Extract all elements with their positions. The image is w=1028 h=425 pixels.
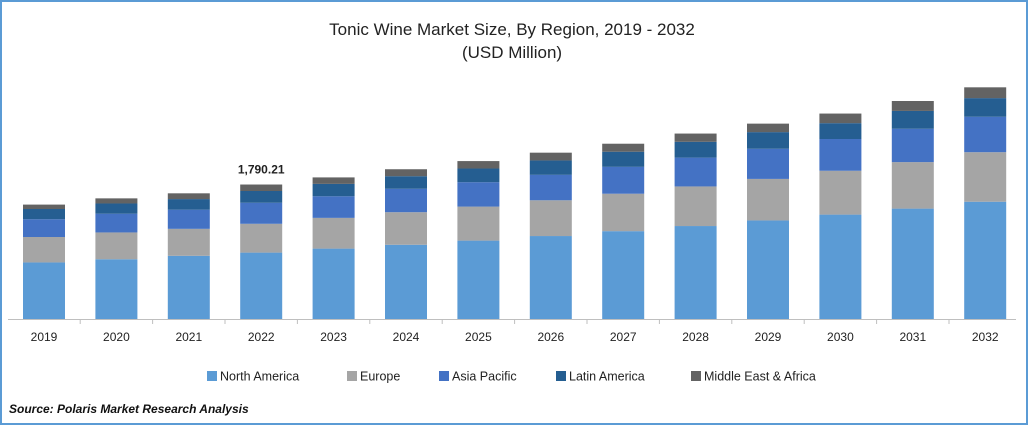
bar-segment-north-america-2024 <box>385 244 427 319</box>
bar-segment-europe-2028 <box>674 186 717 227</box>
bar-segment-asia-pacific-2023 <box>312 196 355 218</box>
bar-segment-middle-east-africa-2029 <box>747 123 789 133</box>
bar-segment-asia-pacific-2025 <box>457 182 500 207</box>
bar-segment-latin-america-2021 <box>167 199 210 210</box>
x-tick-label: 2022 <box>248 330 275 344</box>
x-tick-label: 2026 <box>537 330 564 344</box>
bar-segment-north-america-2020 <box>95 259 138 319</box>
bar-segment-middle-east-africa-2020 <box>95 198 138 204</box>
chart-title: Tonic Wine Market Size, By Region, 2019 … <box>329 20 695 39</box>
bar-segment-europe-2025 <box>457 206 500 241</box>
bar-segment-latin-america-2032 <box>964 98 1007 117</box>
bar-segment-north-america-2028 <box>674 226 717 319</box>
bar-segment-north-america-2027 <box>602 231 645 319</box>
bar-segment-north-america-2030 <box>819 214 862 319</box>
legend-swatch-middle-east-africa <box>691 371 701 381</box>
bar-segment-europe-2026 <box>529 200 572 237</box>
bar-segment-asia-pacific-2030 <box>819 139 862 171</box>
x-tick-label: 2020 <box>103 330 130 344</box>
bar-segment-middle-east-africa-2031 <box>891 101 934 111</box>
bar-segment-latin-america-2020 <box>95 203 138 214</box>
bar-segment-latin-america-2028 <box>674 141 717 158</box>
bar-segment-asia-pacific-2026 <box>529 174 572 201</box>
x-tick-label: 2027 <box>610 330 637 344</box>
bar-segment-latin-america-2022 <box>240 191 283 203</box>
bar-segment-asia-pacific-2019 <box>23 219 65 237</box>
bar-segment-north-america-2031 <box>891 208 934 319</box>
bar-segment-middle-east-africa-2021 <box>167 193 210 200</box>
bar-segment-europe-2032 <box>964 152 1007 202</box>
x-tick-label: 2030 <box>827 330 854 344</box>
bar-segment-north-america-2019 <box>23 262 65 319</box>
x-tick-label: 2032 <box>972 330 999 344</box>
bar-segment-asia-pacific-2027 <box>602 166 645 194</box>
bar-segment-europe-2027 <box>602 193 645 232</box>
bar-segment-europe-2021 <box>167 228 210 256</box>
legend-swatch-europe <box>347 371 357 381</box>
x-tick-label: 2021 <box>175 330 202 344</box>
bar-segment-europe-2022 <box>240 223 283 253</box>
bar-segment-asia-pacific-2028 <box>674 157 717 187</box>
bar-segment-north-america-2023 <box>312 248 355 319</box>
chart-subtitle: (USD Million) <box>461 43 563 62</box>
legend-label: Asia Pacific <box>452 370 517 384</box>
bar-segment-middle-east-africa-2024 <box>385 169 427 177</box>
legend-label: Latin America <box>569 370 645 384</box>
bar-segment-latin-america-2026 <box>529 160 572 175</box>
bar-segment-middle-east-africa-2030 <box>819 113 862 124</box>
bar-segment-middle-east-africa-2025 <box>457 161 500 169</box>
bar-segment-latin-america-2023 <box>312 183 355 197</box>
bar-segment-latin-america-2027 <box>602 151 645 167</box>
x-tick-label: 2019 <box>31 330 58 344</box>
bar-segment-europe-2023 <box>312 217 355 249</box>
x-tick-label: 2023 <box>320 330 347 344</box>
bar-segment-middle-east-africa-2022 <box>240 184 283 191</box>
bar-segment-north-america-2029 <box>747 220 789 319</box>
legend-swatch-asia-pacific <box>439 371 449 381</box>
legend-label: Middle East & Africa <box>704 370 816 384</box>
bar-segment-europe-2020 <box>95 232 138 260</box>
data-label-2022: 1,790.21 <box>238 163 285 177</box>
bar-segment-asia-pacific-2022 <box>240 202 283 224</box>
bar-segment-middle-east-africa-2027 <box>602 143 645 152</box>
bar-segment-europe-2029 <box>747 178 789 221</box>
bar-segment-asia-pacific-2031 <box>891 128 934 163</box>
bar-segment-asia-pacific-2029 <box>747 148 789 179</box>
x-tick-label: 2031 <box>899 330 926 344</box>
bar-segment-middle-east-africa-2023 <box>312 177 355 184</box>
bar-segment-europe-2031 <box>891 162 934 209</box>
bar-segment-north-america-2026 <box>529 236 572 319</box>
bar-segment-north-america-2025 <box>457 240 500 319</box>
x-tick-label: 2024 <box>393 330 420 344</box>
x-tick-label: 2028 <box>682 330 709 344</box>
bar-segment-asia-pacific-2024 <box>385 188 427 213</box>
bar-segment-latin-america-2025 <box>457 168 500 183</box>
bar-segment-latin-america-2029 <box>747 132 789 149</box>
x-tick-label: 2025 <box>465 330 492 344</box>
legend-label: North America <box>220 370 299 384</box>
legend-swatch-latin-america <box>556 371 566 381</box>
bar-segment-middle-east-africa-2032 <box>964 87 1007 99</box>
bar-segment-middle-east-africa-2028 <box>674 133 717 142</box>
bar-segment-latin-america-2030 <box>819 123 862 139</box>
legend-swatch-north-america <box>207 371 217 381</box>
bar-segment-middle-east-africa-2019 <box>23 204 65 209</box>
bar-segment-latin-america-2019 <box>23 209 65 220</box>
bar-segment-asia-pacific-2021 <box>167 209 210 229</box>
x-tick-label: 2029 <box>755 330 782 344</box>
bar-segment-asia-pacific-2032 <box>964 116 1007 153</box>
bar-segment-europe-2019 <box>23 237 65 263</box>
bar-segment-north-america-2032 <box>964 201 1007 319</box>
bar-segment-latin-america-2031 <box>891 110 934 129</box>
bar-segment-north-america-2022 <box>240 252 283 319</box>
source-note: Source: Polaris Market Research Analysis <box>9 402 249 416</box>
bar-segment-latin-america-2024 <box>385 176 427 189</box>
bar-segment-middle-east-africa-2026 <box>529 152 572 161</box>
bar-segment-europe-2030 <box>819 170 862 215</box>
bar-segment-europe-2024 <box>385 212 427 245</box>
bar-segment-north-america-2021 <box>167 255 210 319</box>
bar-segment-asia-pacific-2020 <box>95 213 138 233</box>
legend-label: Europe <box>360 370 400 384</box>
